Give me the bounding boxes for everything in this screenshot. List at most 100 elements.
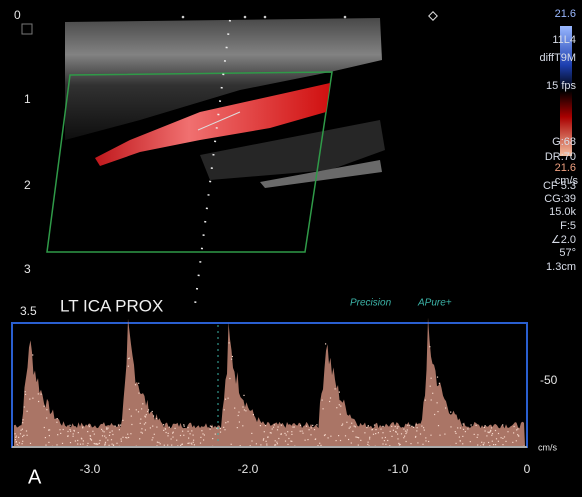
speckle [465, 431, 466, 432]
speckle [498, 433, 499, 434]
speckle [462, 443, 463, 444]
speckle [277, 429, 278, 430]
speckle [242, 406, 243, 407]
velocity-label: -50 [540, 373, 558, 387]
speckle [393, 430, 394, 431]
speckle [82, 426, 83, 427]
speckle [401, 433, 402, 434]
speckle [21, 430, 22, 431]
speckle [407, 429, 408, 430]
speckle [187, 443, 188, 444]
speckle [501, 437, 502, 438]
speckle [492, 433, 493, 434]
speckle [203, 439, 204, 440]
speckle [336, 407, 337, 408]
speckle [105, 443, 106, 444]
speckle [495, 430, 496, 431]
speckle [260, 444, 261, 445]
speckle [184, 426, 185, 427]
speckle [406, 431, 407, 432]
speckle [349, 428, 350, 429]
speckle [141, 432, 142, 433]
speckle [152, 411, 153, 412]
speckle [202, 433, 203, 434]
speckle [90, 439, 91, 440]
speckle [416, 430, 417, 431]
speckle [360, 440, 361, 441]
speckle [477, 444, 478, 445]
speckle [273, 427, 274, 428]
speckle [109, 432, 110, 433]
speckle [358, 445, 359, 446]
speckle [355, 436, 356, 437]
speckle [274, 424, 275, 425]
speckle [397, 428, 398, 429]
speckle [243, 395, 244, 396]
speckle [99, 440, 100, 441]
speckle [63, 429, 64, 430]
speckle [22, 441, 23, 442]
speckle [112, 430, 113, 431]
brand: APure+ [417, 298, 452, 309]
speckle [424, 430, 425, 431]
speckle [106, 429, 107, 430]
speckle [25, 394, 26, 395]
speckle [168, 433, 169, 434]
speckle [271, 432, 272, 433]
speckle [239, 421, 240, 422]
speckle [416, 424, 417, 425]
speckle [238, 412, 239, 413]
speckle [340, 406, 341, 407]
speckle [126, 437, 127, 438]
speckle [397, 426, 398, 427]
speckle [193, 440, 194, 441]
speckle [165, 428, 166, 429]
speckle [291, 431, 292, 432]
speckle [138, 383, 139, 384]
depth-label: 1 [24, 92, 31, 106]
speckle [397, 438, 398, 439]
speckle [163, 424, 164, 425]
speckle [77, 443, 78, 444]
speckle [272, 428, 273, 429]
speckle [176, 440, 177, 441]
speckle [82, 443, 83, 444]
speckle [188, 431, 189, 432]
speckle [378, 432, 379, 433]
speckle [339, 404, 340, 405]
speckle [107, 440, 108, 441]
speckle [96, 443, 97, 444]
panel-letter: A [28, 466, 42, 488]
speckle [492, 441, 493, 442]
speckle [26, 430, 27, 431]
speckle [80, 444, 81, 445]
speckle [41, 394, 42, 395]
speckle [340, 414, 341, 415]
time-label: -1.0 [388, 462, 409, 476]
speckle [45, 445, 46, 446]
speckle [147, 411, 148, 412]
speckle [415, 436, 416, 437]
speckle [516, 429, 517, 430]
speckle [191, 443, 192, 444]
setting: 1.3cm [546, 261, 576, 273]
speckle [163, 430, 164, 431]
speckle [83, 440, 84, 441]
speckle [90, 435, 91, 436]
speckle [187, 427, 188, 428]
speckle [125, 437, 126, 438]
speckle [403, 437, 404, 438]
speckle [102, 435, 103, 436]
speckle [430, 386, 431, 387]
speckle [57, 418, 58, 419]
speckle [341, 425, 342, 426]
speckle [200, 443, 201, 444]
speckle [118, 425, 119, 426]
speckle [495, 444, 496, 445]
speckle [67, 436, 68, 437]
speckle [122, 420, 123, 421]
speckle [375, 433, 376, 434]
speckle [152, 439, 153, 440]
speckle [228, 398, 229, 399]
speckle [417, 427, 418, 428]
